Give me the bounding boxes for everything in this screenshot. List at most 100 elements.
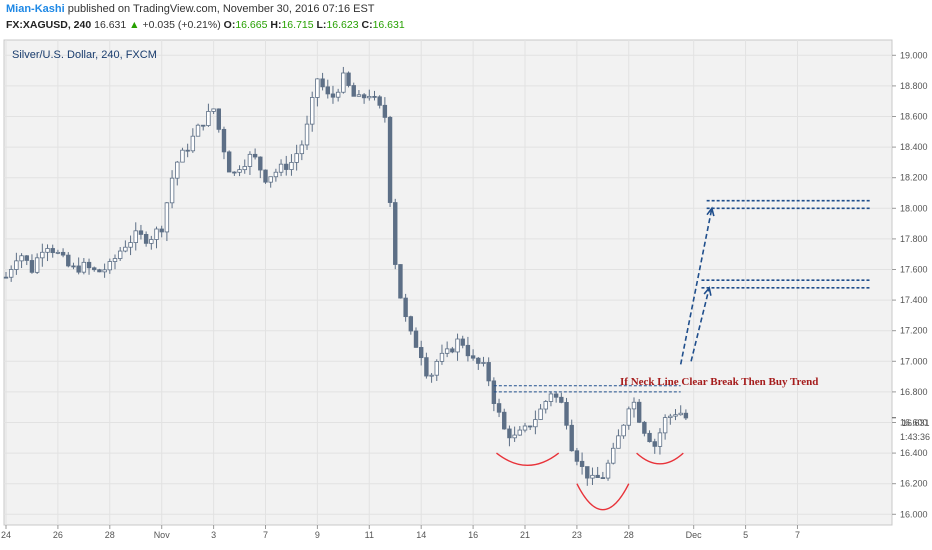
- candle-body: [8, 269, 14, 278]
- x-tick-label: 7: [263, 530, 268, 540]
- candle-body: [595, 474, 600, 478]
- candle-body: [569, 424, 574, 452]
- x-tick-label: 14: [416, 530, 426, 540]
- candle-body: [138, 230, 144, 235]
- candle-body: [320, 78, 325, 88]
- x-tick-label: 26: [53, 530, 63, 540]
- candle-body: [325, 86, 330, 95]
- candle-body: [24, 255, 29, 261]
- candle-body: [206, 111, 211, 126]
- candle-body: [450, 348, 455, 353]
- candle-body: [527, 425, 533, 428]
- candle-body: [424, 357, 429, 377]
- candle-body: [107, 261, 112, 271]
- y-tick-label: 18.600: [900, 111, 928, 121]
- candle-body: [611, 447, 616, 464]
- candle-body: [455, 338, 460, 353]
- projection-arrow[interactable]: [690, 287, 711, 362]
- candle-body: [439, 352, 445, 362]
- candle-body: [19, 255, 24, 262]
- candle-body: [507, 428, 512, 439]
- candle-body: [361, 94, 367, 99]
- candle-body: [642, 421, 647, 434]
- candle-body: [263, 169, 268, 183]
- pattern-arc[interactable]: [496, 452, 560, 466]
- pattern-arc[interactable]: [636, 452, 684, 465]
- projection-arrow[interactable]: [679, 208, 713, 365]
- candle-body: [149, 239, 154, 244]
- candle-body: [86, 261, 92, 269]
- candle-body: [299, 144, 305, 155]
- y-tick-label: 16.800: [900, 387, 928, 397]
- candle-body: [237, 169, 242, 173]
- candle-body: [133, 230, 138, 243]
- candle-body: [522, 425, 528, 431]
- candle-body: [496, 403, 502, 413]
- candle-body: [434, 360, 439, 376]
- candle-body: [678, 412, 683, 416]
- candle-body: [14, 260, 19, 270]
- candle-body: [252, 153, 258, 158]
- candle-body: [117, 250, 123, 259]
- candle-body: [247, 153, 253, 167]
- pattern-arc[interactable]: [576, 483, 630, 511]
- price-change: +0.035 (+0.21%): [142, 19, 221, 31]
- y-tick-label: 16.600: [900, 417, 928, 427]
- candle-body: [175, 161, 180, 179]
- publish-line: Mian-Kashi published on TradingView.com,…: [6, 3, 375, 15]
- candle-body: [315, 78, 320, 98]
- candle-body: [408, 316, 414, 332]
- y-tick-label: 17.600: [900, 264, 928, 274]
- author-link[interactable]: Mian-Kashi: [6, 3, 65, 15]
- chart-area[interactable]: 24 26 28 Nov 3 7 9 11 14 16 21 23 28 Dec 5 7 16.000 16.2…: [0, 38, 932, 550]
- candle-body: [393, 202, 398, 265]
- y-tick-label: 18.000: [900, 203, 928, 213]
- candle-body: [201, 124, 206, 127]
- publish-info: published on TradingView.com, November 3…: [64, 3, 375, 15]
- y-tick-label: 17.000: [900, 356, 928, 366]
- candle-body: [221, 128, 227, 153]
- candle-body: [476, 357, 481, 364]
- candle-body: [284, 163, 289, 170]
- y-tick-label: 18.400: [900, 142, 928, 152]
- y-tick-label: 17.200: [900, 326, 928, 336]
- plot-area[interactable]: [3, 39, 893, 526]
- candle-body: [538, 408, 543, 420]
- candle-body: [34, 257, 40, 273]
- candle-body: [367, 96, 372, 99]
- candle-body: [40, 251, 45, 259]
- candle-body: [470, 355, 476, 359]
- candle-body: [169, 177, 175, 204]
- candle-body: [232, 171, 237, 174]
- candle-body: [258, 156, 263, 171]
- candle-body: [154, 228, 159, 240]
- x-tick-label: 21: [520, 530, 530, 540]
- close-label: C:: [361, 19, 373, 31]
- candle-body: [273, 171, 279, 178]
- candle-body: [3, 276, 9, 279]
- candle-body: [486, 362, 491, 382]
- candle-body: [517, 429, 523, 436]
- candle-body: [631, 401, 637, 410]
- candle-body: [418, 347, 424, 359]
- y-tick-label: 17.400: [900, 295, 928, 305]
- candle-body: [164, 202, 170, 233]
- open-value: 16.665: [235, 19, 268, 31]
- candle-body: [97, 269, 102, 273]
- low-value: 16.623: [326, 19, 359, 31]
- candle-body: [195, 124, 201, 137]
- candle-body: [128, 242, 133, 248]
- candle-body: [60, 251, 66, 256]
- candle-body: [294, 153, 299, 163]
- high-label: H:: [270, 19, 282, 31]
- high-value: 16.715: [281, 19, 314, 31]
- series-label: Silver/U.S. Dollar, 240, FXCM: [12, 49, 157, 61]
- candle-body: [683, 412, 689, 419]
- annotation-text: If Neck Line Clear Break Then Buy Trend: [620, 376, 818, 388]
- candle-body: [143, 234, 149, 244]
- candle-body: [668, 415, 673, 418]
- candle-body: [377, 96, 382, 106]
- y-tick-label: 16.000: [900, 509, 928, 519]
- last-price-label: 16.631: [902, 418, 930, 428]
- x-tick-label: 9: [315, 530, 320, 540]
